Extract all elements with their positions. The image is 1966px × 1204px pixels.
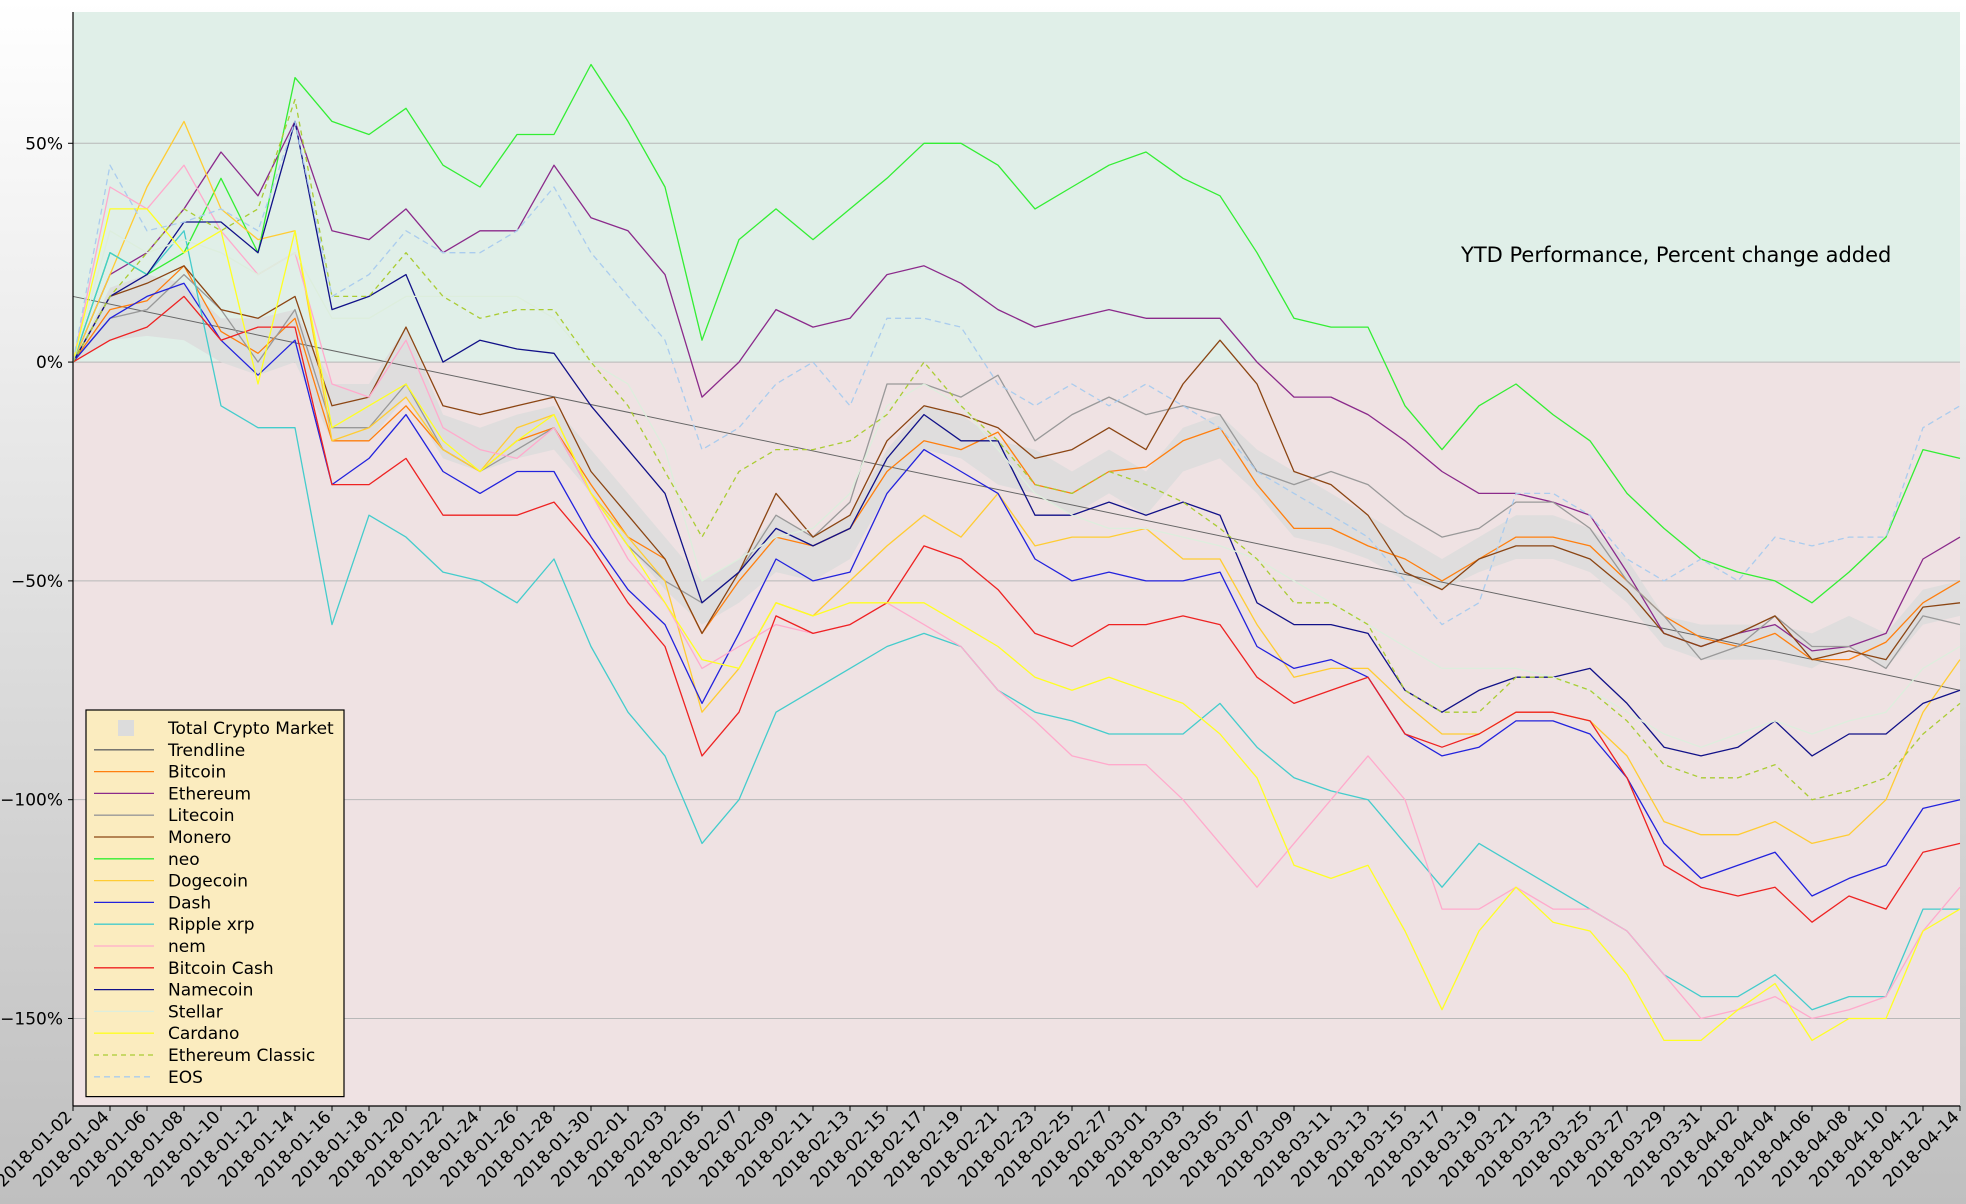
series-lines <box>72 63 1961 1042</box>
legend-label: Litecoin <box>168 806 235 826</box>
legend-label: Total Crypto Market <box>167 719 334 739</box>
series-line-monero <box>72 265 1961 661</box>
legend-label: Ripple xrp <box>168 915 255 935</box>
series-line-bitcoin-cash <box>72 295 1961 923</box>
legend-label: neo <box>168 850 200 870</box>
legend: Total Crypto MarketTrendlineBitcoinEther… <box>85 709 345 1098</box>
chart-annotation: YTD Performance, Percent change added <box>1460 243 1891 267</box>
y-tick-label: −50% <box>11 572 63 592</box>
legend-swatch <box>118 720 134 736</box>
series-line-eos <box>72 120 1961 626</box>
series-line-cardano <box>72 208 1961 1042</box>
legend-label: Bitcoin Cash <box>168 959 274 979</box>
legend-label: Cardano <box>168 1024 239 1044</box>
legend-label: Stellar <box>168 1002 223 1022</box>
series-line-stellar <box>72 230 1961 748</box>
legend-label: Ethereum <box>168 784 251 804</box>
y-tick-label: 0% <box>36 353 63 373</box>
legend-box <box>85 709 345 1098</box>
axes <box>72 12 1960 1107</box>
y-tick-labels: 50% 0% −50% −100% −150% <box>0 134 73 1029</box>
y-tick-label: −150% <box>0 1009 63 1029</box>
y-tick-label: 50% <box>25 134 63 154</box>
legend-label: Bitcoin <box>168 763 226 783</box>
series-line-neo <box>72 63 1961 604</box>
legend-label: EOS <box>168 1068 203 1088</box>
plot-background <box>73 12 1960 1107</box>
series-line-litecoin <box>72 273 1961 670</box>
legend-label: Monero <box>168 828 231 848</box>
legend-label: Ethereum Classic <box>168 1046 315 1066</box>
legend-label: Dash <box>168 893 211 913</box>
legend-label: Dogecoin <box>168 872 248 892</box>
legend-label: nem <box>168 937 206 957</box>
series-line-dogecoin <box>72 120 1961 845</box>
y-tick-label: −100% <box>0 791 63 811</box>
series-line-nem <box>72 164 1961 1020</box>
legend-label: Trendline <box>167 741 245 761</box>
series-line-dash <box>72 282 1961 897</box>
legend-label: Namecoin <box>168 981 253 1001</box>
series-line-ethereum-classic <box>72 98 1961 801</box>
series-line-ethereum <box>72 120 1961 652</box>
series-line-namecoin <box>72 120 1961 757</box>
